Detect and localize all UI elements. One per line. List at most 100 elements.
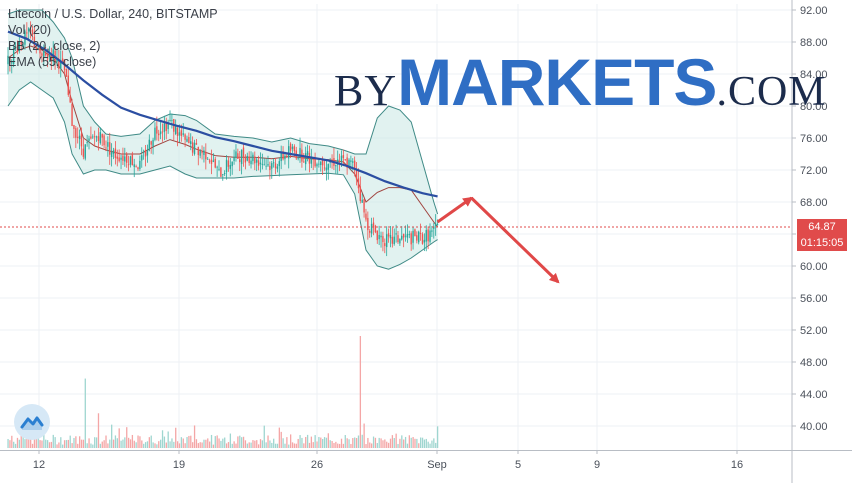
- candle-body: [289, 143, 292, 151]
- candle-body: [210, 159, 213, 164]
- volume-bar: [214, 436, 216, 448]
- legend-title: Litecoin / U.S. Dollar, 240, BITSTAMP: [8, 7, 218, 21]
- volume-bar: [427, 441, 429, 448]
- time-axis-label: 12: [33, 459, 45, 471]
- candle-body: [29, 30, 32, 32]
- candle-body: [22, 44, 24, 47]
- volume-bar: [156, 444, 158, 448]
- volume-bar: [267, 435, 269, 448]
- candle-body: [248, 156, 250, 164]
- candle-body: [314, 158, 316, 167]
- time-axis-label: 5: [515, 459, 521, 471]
- volume-bar: [41, 440, 43, 448]
- volume-bar: [52, 434, 54, 448]
- bollinger-upper-line: [7, 9, 439, 215]
- volume-bar: [376, 443, 378, 448]
- volume-bar: [127, 437, 130, 448]
- candle-body: [184, 134, 186, 140]
- candle-body: [163, 123, 166, 132]
- candle-body: [348, 159, 350, 167]
- legend-bollinger: BB (20, close, 2): [8, 39, 101, 53]
- candle-body: [233, 156, 235, 161]
- candle-body: [190, 141, 192, 145]
- volume-bar: [43, 435, 45, 448]
- forecast-arrow-up: [436, 196, 474, 224]
- price-axis-label: 44.00: [800, 389, 828, 401]
- volume-bar: [65, 440, 68, 448]
- volume-bar: [295, 443, 297, 448]
- volume-bar: [28, 439, 30, 448]
- candle-body: [419, 232, 422, 234]
- volume-bar: [331, 441, 333, 448]
- volume-bar: [246, 443, 248, 448]
- time-axis-label: 19: [173, 459, 185, 471]
- volume-bar: [274, 443, 277, 448]
- candle-body: [77, 136, 79, 138]
- candle-body: [58, 58, 60, 69]
- candle-body: [146, 150, 149, 156]
- candle-body: [18, 41, 21, 52]
- candle-body: [237, 153, 239, 159]
- volume-bar: [101, 441, 103, 448]
- volume-bar: [365, 444, 367, 448]
- candle-body: [363, 199, 365, 213]
- volume-bar: [344, 435, 346, 448]
- candle-body: [152, 139, 154, 147]
- volume-bar: [412, 437, 414, 448]
- volume-bar: [199, 442, 201, 448]
- candle-body: [288, 146, 290, 159]
- volume-bar: [133, 440, 135, 448]
- volume-bar: [69, 435, 71, 448]
- candle-body: [350, 160, 352, 162]
- volume-bar: [207, 438, 209, 448]
- volume-bar: [335, 441, 337, 448]
- volume-bar: [122, 439, 124, 448]
- volume-bar: [306, 434, 309, 448]
- candle-body: [129, 156, 132, 165]
- candle-body: [50, 57, 53, 61]
- candle-body: [310, 157, 313, 164]
- volume-bar: [222, 438, 224, 448]
- volume-bar: [63, 440, 66, 448]
- candle-body: [60, 60, 62, 69]
- candle-body: [176, 127, 179, 137]
- volume-bar: [99, 443, 102, 448]
- volume-bar: [18, 439, 21, 448]
- volume-bar: [60, 437, 62, 448]
- candle-body: [353, 160, 356, 169]
- volume-bar: [369, 442, 371, 448]
- candle-body: [284, 155, 286, 160]
- candle-body: [323, 167, 326, 169]
- candle-body: [372, 222, 375, 227]
- volume-bar: [401, 435, 403, 448]
- candle-body: [425, 230, 427, 242]
- candle-body: [255, 159, 258, 163]
- tradingview-logo-icon[interactable]: [14, 404, 50, 440]
- candle-body: [274, 163, 277, 169]
- volume-bar: [386, 441, 388, 448]
- volume-bar: [363, 423, 365, 448]
- candle-body: [367, 217, 369, 231]
- volume-bar: [148, 437, 150, 448]
- price-axis-label: 92.00: [800, 5, 828, 17]
- candle-body: [35, 47, 37, 49]
- candle-body: [406, 233, 409, 238]
- volume-bar: [320, 437, 322, 448]
- candle-body: [141, 155, 143, 161]
- volume-bar: [425, 438, 427, 448]
- candle-body: [46, 54, 49, 60]
- candle-body: [361, 199, 363, 203]
- candle-body: [178, 132, 181, 136]
- volume-bar: [33, 435, 36, 448]
- volume-bar: [387, 442, 390, 448]
- volume-bar: [175, 427, 177, 448]
- candle-body: [331, 159, 333, 161]
- candle-body: [329, 161, 331, 163]
- volume-bar: [384, 439, 386, 448]
- candle-body: [380, 235, 382, 238]
- volume-bar: [188, 435, 190, 448]
- volume-bar: [129, 439, 132, 448]
- volume-bar: [323, 437, 326, 448]
- candle-body: [418, 231, 420, 243]
